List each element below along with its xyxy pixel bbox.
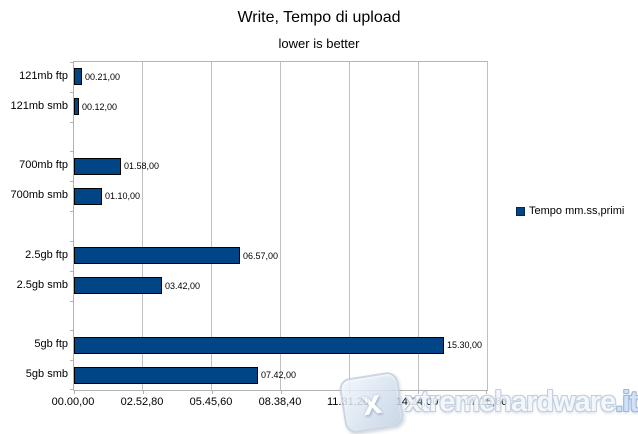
bar-5gb-ftp: [74, 337, 444, 354]
gridline-x-4: [348, 62, 350, 390]
x-axis-label-1: 02.52,80: [120, 396, 164, 408]
bar-value-label-700mb-ftp: 01.58,00: [124, 161, 160, 171]
bar-value-label-5gb-ftp: 15.30,00: [447, 340, 483, 350]
x-axis-label-2: 05.45,60: [189, 396, 233, 408]
x-axis-tick: [418, 390, 420, 394]
gridline-x-2: [211, 62, 213, 390]
legend-marker: [516, 206, 525, 216]
y-axis-tick: [70, 211, 74, 212]
y-axis-tick: [70, 151, 74, 152]
y-axis-label-5gb-ftp: 5gb ftp: [34, 338, 68, 350]
y-axis-tick: [70, 241, 74, 242]
bar-700mb-ftp: [74, 158, 121, 175]
bar-2-5gb-ftp: [74, 247, 240, 264]
x-axis-tick: [349, 390, 351, 394]
y-axis-label-2-5gb-ftp: 2.5gb ftp: [25, 249, 68, 261]
x-axis-tick: [211, 390, 213, 394]
bar-121mb-smb: [74, 98, 79, 115]
bar-5gb-smb: [74, 367, 258, 384]
legend: Tempo mm.ss,primi: [516, 205, 624, 217]
y-axis-label-700mb-ftp: 700mb ftp: [19, 159, 68, 171]
bar-value-label-121mb-smb: 00.12,00: [82, 102, 118, 112]
x-axis-tick: [142, 390, 144, 394]
y-axis-label-121mb-ftp: 121mb ftp: [19, 70, 68, 82]
bar-value-label-5gb-smb: 07.42,00: [261, 370, 297, 380]
gridline-x-3: [280, 62, 281, 390]
y-axis-tick: [70, 271, 74, 272]
y-axis-tick: [70, 330, 74, 331]
x-axis-tick: [280, 390, 282, 394]
plot-area: 00.21,00 00.12,00 01.58,00 01.10,00 06.57,00…: [70, 61, 488, 394]
x-axis-label-6: 17.16,80: [464, 396, 508, 408]
x-axis-label-4: 11.31,20: [326, 396, 369, 408]
y-axis-tick: [70, 92, 74, 93]
watermark-tld: .it: [615, 386, 638, 418]
bar-700mb-smb: [74, 188, 102, 205]
y-axis-tick: [70, 181, 74, 182]
bar-value-label-2-5gb-smb: 03.42,00: [165, 281, 201, 291]
x-axis-label-0: 00.00,00: [51, 396, 95, 408]
x-axis-label-5: 14.24,00: [395, 396, 439, 408]
bar-value-label-700mb-smb: 01.10,00: [105, 191, 141, 201]
y-axis-tick: [70, 301, 74, 302]
y-axis-tick: [70, 62, 74, 63]
chart-subtitle: lower is better: [278, 36, 360, 51]
y-axis-label-5gb-smb: 5gb smb: [25, 368, 68, 380]
x-axis-tick: [74, 390, 75, 394]
y-axis-label-2-5gb-smb: 2.5gb smb: [16, 279, 68, 291]
bar-value-label-2-5gb-ftp: 06.57,00: [243, 251, 279, 261]
y-axis-tick: [70, 122, 74, 123]
bar-value-label-121mb-ftp: 00.21,00: [85, 72, 121, 82]
gridline-x-6: [486, 62, 488, 390]
bar-2-5gb-smb: [74, 277, 162, 294]
y-axis-label-121mb-smb: 121mb smb: [10, 100, 68, 112]
y-axis-label-700mb-smb: 700mb smb: [10, 189, 68, 201]
chart-title: Write, Tempo di upload: [237, 9, 401, 26]
y-axis-tick: [70, 389, 74, 390]
y-axis-tick: [70, 360, 74, 361]
gridline-x-5: [417, 62, 419, 390]
x-axis-tick: [486, 390, 487, 394]
x-axis-label-3: 08.38,40: [258, 396, 302, 408]
legend-label: Tempo mm.ss,primi: [529, 205, 625, 217]
bar-121mb-ftp: [74, 68, 82, 85]
gridline-x-1: [142, 62, 144, 390]
